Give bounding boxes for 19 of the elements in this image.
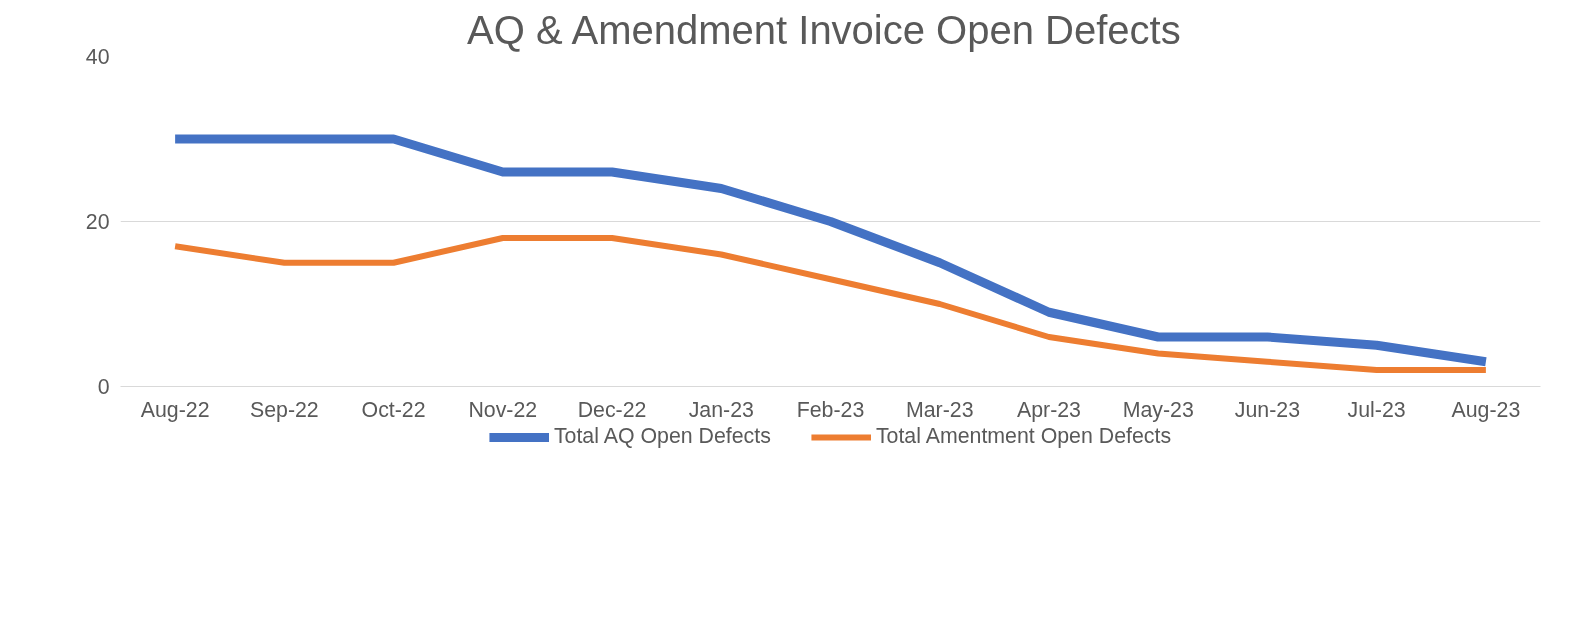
x-tick-label: Jun-23 <box>1234 397 1301 422</box>
x-tick-label: Aug-23 <box>1451 397 1521 422</box>
x-tick-label: Jan-23 <box>688 397 754 422</box>
x-tick-label: Feb-23 <box>796 397 865 422</box>
y-tick-label: 40 <box>85 45 110 69</box>
legend-label: Total AQ Open Defects <box>553 424 771 449</box>
x-tick-label: Aug-22 <box>140 397 210 422</box>
x-tick-label: Jul-23 <box>1347 397 1406 422</box>
legend-label: Total Amentment Open Defects <box>875 424 1172 449</box>
x-tick-label: May-23 <box>1122 397 1194 422</box>
y-tick-label: 0 <box>97 375 110 399</box>
x-tick-label: Apr-23 <box>1016 397 1081 422</box>
x-tick-label: Oct-22 <box>361 397 426 422</box>
x-tick-label: Sep-22 <box>249 397 319 422</box>
x-tick-label: Nov-22 <box>468 397 538 422</box>
chart-title: AQ & Amendment Invoice Open Defects <box>466 7 1181 52</box>
x-tick-label: Mar-23 <box>905 397 974 422</box>
x-tick-label: Dec-22 <box>577 397 647 422</box>
y-tick-label: 20 <box>85 210 110 234</box>
